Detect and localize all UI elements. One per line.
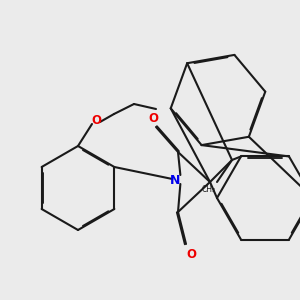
Text: O: O <box>186 248 196 262</box>
Text: CH₃: CH₃ <box>202 185 216 194</box>
Text: O: O <box>148 112 158 124</box>
Text: O: O <box>91 113 101 127</box>
Text: N: N <box>170 173 181 187</box>
